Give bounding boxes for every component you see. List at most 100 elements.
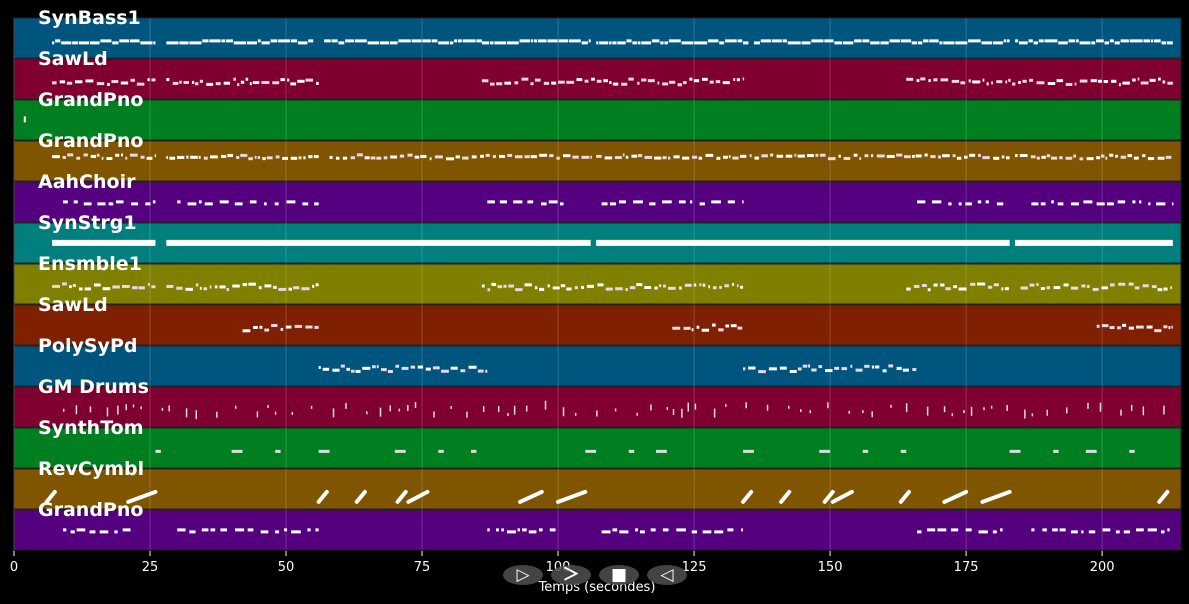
back-button[interactable]: ◁ [647,565,687,585]
note [621,82,628,86]
note [801,41,811,45]
note [737,39,743,43]
note [719,41,725,45]
note [1118,83,1121,87]
note [1053,286,1061,290]
note [52,41,55,45]
note [920,77,926,81]
play-button[interactable]: ▷ [503,565,543,585]
note [951,79,960,83]
note [354,489,367,504]
note [298,156,302,160]
note [1000,528,1003,532]
note [581,285,584,289]
note [889,39,900,43]
note [248,157,253,161]
note [1165,155,1172,159]
note [827,157,836,161]
track-lane [13,509,1182,551]
note [1019,154,1028,158]
note [335,156,340,160]
note [617,41,626,45]
note [183,80,189,84]
note [120,81,129,85]
note [179,80,182,84]
note [963,155,968,159]
note [1065,156,1073,160]
note [574,286,578,290]
note [481,79,489,83]
note [1163,287,1168,291]
note [302,202,309,206]
note [927,528,936,532]
note [647,79,655,83]
note [67,153,74,157]
note [256,411,259,418]
note [905,403,908,413]
note [1167,528,1170,532]
note [779,489,792,504]
note [476,39,482,43]
note [713,408,716,418]
note [223,81,231,85]
note [938,155,941,159]
note [838,154,841,158]
note [406,489,430,504]
note [506,41,519,45]
note [1038,39,1044,43]
note [732,156,739,160]
note [712,286,717,290]
note [1070,202,1079,206]
note [202,39,209,43]
note [1036,81,1045,85]
note [569,39,581,43]
note [552,286,560,290]
forward-button[interactable]: ＞ [551,565,591,585]
note [1081,284,1086,288]
note [221,39,226,43]
note [1003,39,1007,43]
note [290,156,298,160]
note [507,413,509,417]
note [314,202,319,206]
note [917,200,926,204]
note [689,200,693,204]
note [596,154,602,158]
note [1087,402,1089,409]
note [958,202,962,206]
note [266,156,273,160]
note [625,288,628,292]
stop-button[interactable]: ■ [599,565,639,585]
note [937,528,947,532]
note [1158,77,1161,81]
note [1096,202,1105,206]
note [1100,154,1105,158]
note [682,81,687,85]
note [982,156,990,160]
note [682,156,690,160]
note [522,528,527,532]
note [1143,39,1151,43]
note [489,41,494,45]
note [1147,528,1157,532]
note [632,41,637,45]
note [736,78,741,82]
note [291,39,298,43]
track-label: SynthTom [38,417,144,439]
note [1040,286,1045,290]
note [651,39,660,43]
note [970,282,976,286]
note [1073,154,1077,158]
note [596,239,1010,246]
note [185,287,194,291]
note [130,78,135,82]
note [492,155,497,159]
note [585,449,597,453]
note [662,200,672,204]
track-lane [13,99,1182,141]
note [146,156,153,160]
note [379,407,382,417]
note [596,41,599,45]
track-lane [13,181,1182,223]
note [913,284,920,288]
